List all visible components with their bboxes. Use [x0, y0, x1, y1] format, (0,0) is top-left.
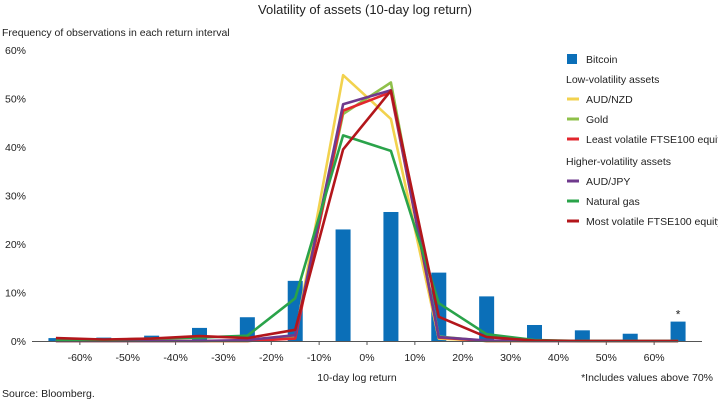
- line-aud-nzd: [55, 73, 679, 343]
- line-aud-jpy: [55, 89, 679, 343]
- legend-label-aud-jpy: AUD/JPY: [586, 176, 630, 188]
- y-axis-label: Frequency of observations in each return…: [2, 27, 230, 39]
- y-tick-label: 0%: [11, 336, 26, 348]
- y-tick-label: 30%: [5, 191, 26, 203]
- bitcoin-bar: [622, 333, 638, 341]
- x-tick-label: 0%: [359, 352, 374, 364]
- footnote: *Includes values above 70%: [581, 372, 713, 384]
- line-most-volatile-ftse100-equity: [55, 89, 679, 343]
- x-tick-label: -10%: [307, 352, 332, 364]
- bitcoin-bar: [670, 321, 686, 341]
- x-tick-label: 40%: [548, 352, 569, 364]
- x-tick-label: -30%: [211, 352, 236, 364]
- x-tick-label: 20%: [452, 352, 473, 364]
- legend: Bitcoin Low-volatility assets AUD/NZD Gold L…: [566, 54, 718, 228]
- bitcoin-bar: [335, 229, 351, 341]
- bitcoin-bar: [383, 211, 399, 341]
- legend-label-most-volatile-ftse100-equity: Most volatile FTSE100 equity: [586, 216, 718, 228]
- series-lines: [55, 73, 679, 343]
- x-tick-label: -20%: [259, 352, 284, 364]
- legend-label-bitcoin: Bitcoin: [586, 54, 618, 66]
- x-tick-label: -40%: [163, 352, 188, 364]
- x-tick-label: 30%: [500, 352, 521, 364]
- bitcoin-bar: [527, 324, 542, 341]
- y-tick-label: 40%: [5, 142, 26, 154]
- x-tick-label: -50%: [115, 352, 140, 364]
- legend-label-aud-nzd: AUD/NZD: [586, 94, 633, 106]
- bitcoin-bar: [192, 327, 207, 341]
- legend-label-gold: Gold: [586, 114, 608, 126]
- y-tick-label: 60%: [5, 45, 26, 57]
- bar-footnote-asterisk: *: [676, 308, 681, 322]
- x-tick-label: 60%: [644, 352, 665, 364]
- y-tick-labels: 0% 10% 20% 30% 40% 50% 60%: [5, 45, 26, 348]
- bitcoin-bar: [574, 330, 590, 341]
- x-tick-label: 10%: [404, 352, 425, 364]
- bitcoin-bars: [48, 211, 686, 341]
- bitcoin-bar: [479, 296, 495, 341]
- legend-label-natural-gas: Natural gas: [586, 196, 640, 208]
- x-tick-label: 50%: [596, 352, 617, 364]
- x-tick-label: -60%: [68, 352, 93, 364]
- x-tick-labels: -60% -50% -40% -30% -20% -10% 0% 10% 20% 30% 40% 50…: [68, 341, 665, 364]
- chart-title: Volatility of assets (10-day log return): [258, 2, 472, 17]
- y-tick-label: 10%: [5, 288, 26, 300]
- legend-label-least-volatile-ftse100-equity: Least volatile FTSE100 equity: [586, 134, 718, 146]
- legend-group-heading: Low-volatility assets: [566, 74, 659, 86]
- y-tick-label: 20%: [5, 239, 26, 251]
- y-tick-label: 50%: [5, 94, 26, 106]
- legend-group-heading: Higher-volatility assets: [566, 156, 671, 168]
- x-axis-label: 10-day log return: [317, 372, 397, 384]
- legend-swatch-bitcoin: [567, 54, 577, 64]
- line-least-volatile-ftse100-equity: [55, 90, 679, 343]
- plot-area: 0% 10% 20% 30% 40% 50% 60% -60% -50% -40% -30% -20…: [5, 45, 702, 364]
- source-note: Source: Bloomberg.: [2, 388, 95, 400]
